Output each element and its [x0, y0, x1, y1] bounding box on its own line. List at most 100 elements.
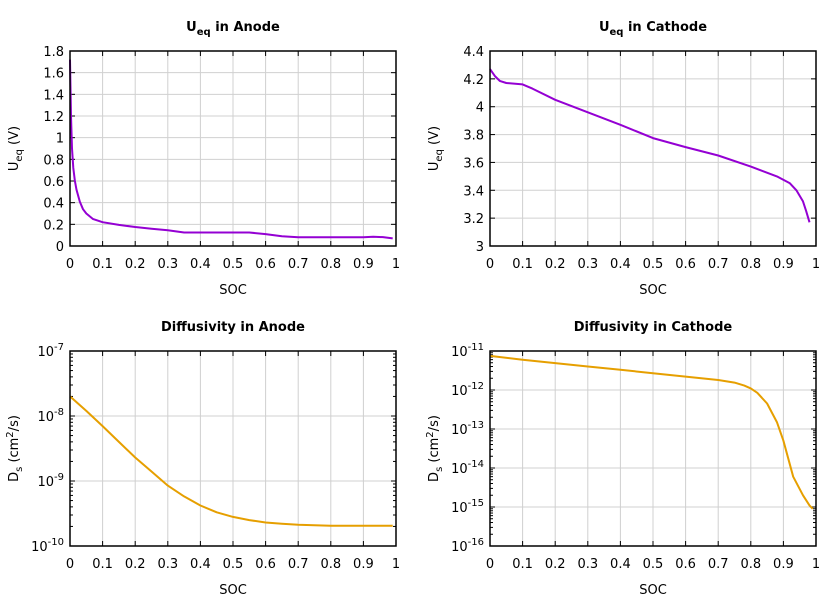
x-tick-label: 0 [66, 557, 74, 572]
x-tick-label: 0.2 [545, 557, 566, 572]
ylabel-end: /s) [7, 415, 22, 431]
x-tick-label: 0.6 [255, 557, 276, 572]
x-axis-label: SOC [219, 283, 247, 298]
x-tick-label: 0.1 [512, 557, 533, 572]
y-tick-label: 3 [476, 240, 484, 255]
title-main: U [599, 20, 610, 35]
y-tick-label: 1 [56, 132, 64, 147]
x-tick-label: 0.9 [353, 557, 374, 572]
series-line [489, 68, 811, 223]
y-tick-label: 0.2 [43, 218, 64, 233]
y-tick-label: 4.2 [463, 73, 484, 88]
y-tick-label: 10-14 [451, 459, 484, 477]
ylabel-rest: (cm [427, 438, 442, 467]
subplot-3: 0 0.1 0.2 0.3 0.4 0.5 0.6 0.7 0.8 0.9 110-1610-151… [425, 320, 820, 598]
y-tick-label: 3.2 [463, 212, 484, 227]
y-tick-label: 0 [56, 240, 64, 255]
x-tick-label: 0.4 [610, 257, 631, 272]
y-tick-label: 10-13 [451, 420, 484, 438]
x-tick-label: 0.5 [643, 557, 664, 572]
x-tick-label: 1 [812, 257, 820, 272]
x-tick-label: 0.7 [708, 557, 729, 572]
x-tick-label: 0 [486, 257, 494, 272]
y-axis-label: Ueq (V) [7, 126, 25, 171]
y-tick-label: 0.6 [43, 175, 64, 190]
x-tick-label: 0.7 [288, 557, 309, 572]
y-tick-label: 10-8 [37, 407, 64, 425]
y-tick-exponent: -13 [468, 420, 484, 431]
ylabel-main: D [427, 472, 442, 482]
x-tick-label: 0 [486, 557, 494, 572]
chart-title: Diffusivity in Anode [161, 320, 305, 335]
y-tick-label: 10-10 [31, 537, 64, 555]
chart-title: Diffusivity in Cathode [574, 320, 733, 335]
y-tick-base: 10 [451, 540, 468, 555]
y-tick-exponent: -9 [54, 472, 64, 483]
x-axis-label: SOC [639, 583, 667, 598]
ylabel-main: D [7, 472, 22, 482]
x-tick-label: 0.8 [740, 557, 761, 572]
x-tick-label: 0.2 [125, 557, 146, 572]
y-tick-exponent: -14 [468, 459, 484, 470]
ylabel-subscript: eq [14, 149, 25, 162]
ylabel-main: U [427, 162, 442, 172]
x-tick-label: 0.3 [157, 557, 178, 572]
x-tick-label: 0.6 [255, 257, 276, 272]
title-main: Diffusivity in Anode [161, 320, 305, 335]
x-tick-label: 0.9 [773, 557, 794, 572]
y-tick-label: 4 [476, 101, 484, 116]
ylabel-superscript: 2 [425, 431, 436, 437]
ylabel-rest: (V) [7, 126, 22, 149]
y-tick-label: 3.8 [463, 129, 484, 144]
y-tick-base: 10 [451, 345, 468, 360]
chart-title: Ueq in Anode [186, 20, 280, 38]
y-tick-base: 10 [31, 540, 48, 555]
subplot-1: 0 0.1 0.2 0.3 0.4 0.5 0.6 0.7 0.8 0.9 1 3 3.2 3.4 3.6 3… [427, 20, 820, 298]
y-tick-label: 10-7 [37, 342, 64, 360]
ylabel-end: /s) [427, 415, 442, 431]
series-line [489, 354, 814, 510]
x-tick-label: 0.7 [708, 257, 729, 272]
x-tick-label: 0.3 [157, 257, 178, 272]
x-tick-label: 0.3 [577, 257, 598, 272]
title-subscript: eq [197, 27, 211, 38]
y-tick-exponent: -7 [54, 342, 64, 353]
title-main: U [186, 20, 197, 35]
y-tick-label: 10-11 [451, 342, 484, 360]
x-tick-label: 0.1 [512, 257, 533, 272]
y-tick-base: 10 [451, 423, 468, 438]
y-axis-label: Ds (cm2/s) [425, 415, 445, 482]
ylabel-main: U [7, 162, 22, 172]
y-tick-label: 10-12 [451, 381, 484, 399]
y-tick-base: 10 [37, 475, 54, 490]
ylabel-subscript: s [434, 467, 445, 472]
x-axis-label: SOC [639, 283, 667, 298]
x-tick-label: 0.3 [577, 557, 598, 572]
x-axis-label: SOC [219, 583, 247, 598]
x-tick-label: 0.8 [740, 257, 761, 272]
ylabel-subscript: s [14, 467, 25, 472]
y-tick-label: 0.8 [43, 153, 64, 168]
x-tick-label: 0.1 [92, 257, 113, 272]
x-tick-label: 0.7 [288, 257, 309, 272]
x-tick-label: 0.4 [190, 557, 211, 572]
series-line [69, 395, 393, 527]
title-rest: in Cathode [623, 20, 707, 35]
y-tick-base: 10 [37, 410, 54, 425]
subplot-0: 0 0.1 0.2 0.3 0.4 0.5 0.6 0.7 0.8 0.9 1 0 0.2 0.4 0.6 0… [7, 20, 400, 298]
series-line [69, 59, 393, 240]
ylabel-rest: (V) [427, 126, 442, 149]
y-tick-label: 10-9 [37, 472, 64, 490]
y-tick-label: 3.6 [463, 156, 484, 171]
x-tick-label: 0.9 [353, 257, 374, 272]
x-tick-label: 1 [392, 557, 400, 572]
plot-frame [69, 50, 397, 247]
x-tick-label: 0.4 [190, 257, 211, 272]
y-tick-exponent: -10 [48, 537, 64, 548]
title-rest: in Anode [211, 20, 280, 35]
x-tick-label: 0.8 [320, 557, 341, 572]
x-tick-label: 0.9 [773, 257, 794, 272]
y-tick-label: 1.6 [43, 67, 64, 82]
ylabel-subscript: eq [434, 149, 445, 162]
x-tick-label: 0.8 [320, 257, 341, 272]
